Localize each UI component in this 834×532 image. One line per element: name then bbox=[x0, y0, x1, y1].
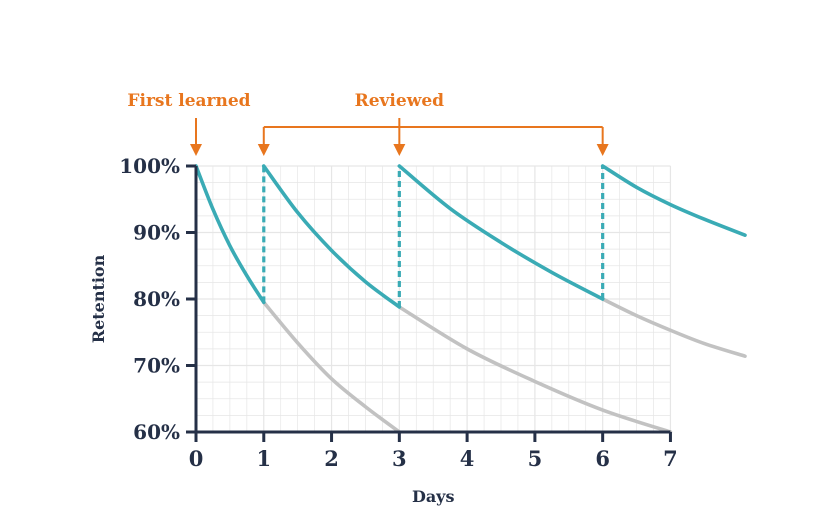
x-tick-label: 3 bbox=[392, 446, 407, 471]
y-tick-label: 80% bbox=[133, 287, 180, 311]
arrow-head bbox=[393, 144, 406, 156]
review-jumps bbox=[262, 166, 605, 307]
x-axis-title: Days bbox=[412, 487, 455, 506]
reviewed-label: Reviewed bbox=[355, 91, 445, 111]
annotations: First learned Reviewed bbox=[127, 91, 609, 156]
decay-curve-2 bbox=[397, 305, 673, 434]
decay-curve-1 bbox=[261, 300, 402, 434]
x-tick-label: 5 bbox=[528, 446, 543, 471]
review-curve-4 bbox=[600, 164, 747, 237]
x-tick-label: 6 bbox=[595, 446, 610, 471]
axes: 60% 70% 80% 90% 100% 0 1 2 3 4 5 6 7 bbox=[119, 154, 678, 471]
arrow-head bbox=[257, 144, 270, 156]
review-curve-3 bbox=[397, 164, 605, 301]
arrow-head bbox=[190, 144, 202, 156]
y-tick-label: 70% bbox=[133, 354, 180, 378]
y-tick-label: 90% bbox=[133, 221, 180, 245]
y-tick-label: 60% bbox=[133, 420, 180, 444]
first-learned-label: First learned bbox=[127, 91, 250, 111]
x-tick-label: 7 bbox=[663, 446, 678, 471]
review-curve-1 bbox=[194, 164, 266, 305]
x-tick-label: 0 bbox=[189, 446, 204, 471]
y-axis-title: Retention bbox=[89, 254, 108, 343]
arrow-head bbox=[596, 144, 609, 156]
with-review-curves bbox=[194, 164, 747, 309]
x-tick-label: 1 bbox=[256, 446, 271, 471]
x-tick-label: 2 bbox=[324, 446, 339, 471]
y-tick-label: 100% bbox=[119, 154, 180, 178]
without-review-curves bbox=[261, 297, 747, 434]
x-tick-label: 4 bbox=[460, 446, 475, 471]
decay-curve-3 bbox=[600, 297, 747, 358]
review-curve-2 bbox=[261, 164, 402, 309]
